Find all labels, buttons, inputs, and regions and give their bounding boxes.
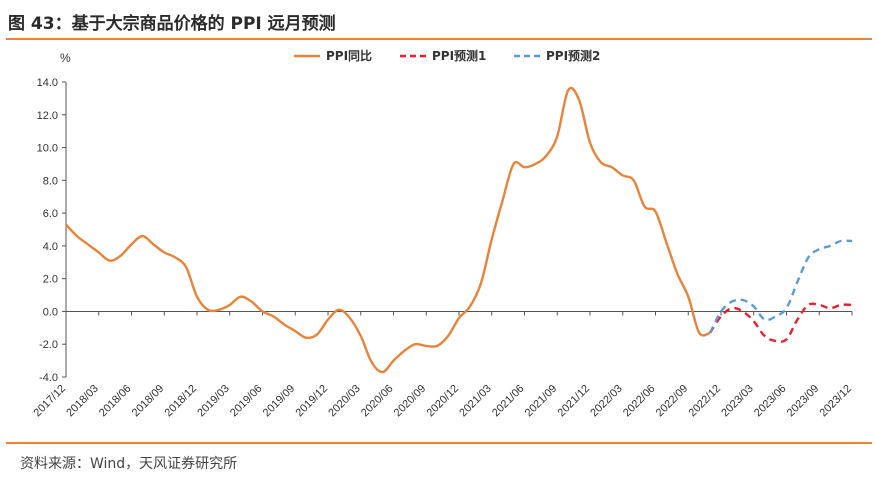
- figure-title: 图 43：基于大宗商品价格的 PPI 远月预测: [8, 14, 336, 34]
- x-tick-label: 2021/03: [457, 383, 494, 420]
- x-tick-label: 2019/12: [294, 383, 331, 420]
- x-tick-label: 2019/09: [261, 383, 298, 420]
- y-tick-label: 12.0: [37, 110, 58, 122]
- y-tick-label: 0.0: [43, 306, 58, 318]
- x-tick-label: 2018/09: [130, 383, 167, 420]
- x-tick-label: 2022/12: [687, 383, 724, 420]
- x-tick-label: 2017/12: [32, 383, 69, 420]
- y-axis-unit: %: [60, 51, 71, 65]
- y-tick-label: 4.0: [43, 241, 58, 253]
- series-line-2: [709, 302, 853, 343]
- x-tick-label: 2023/03: [719, 383, 756, 420]
- x-tick-label: 2022/09: [654, 383, 691, 420]
- x-tick-label: 2022/06: [621, 383, 658, 420]
- x-tick-label: 2020/03: [326, 383, 363, 420]
- x-tick-label: 2021/06: [490, 383, 527, 420]
- legend: PPI同比 PPI预测1 PPI预测2: [294, 48, 600, 63]
- y-axis: %14.0 12.0 10.0 8.0 6.0 4.0 2.0 0.0 -2.0 -4.0: [37, 51, 71, 384]
- series-line-3: [709, 239, 853, 334]
- ppi-line-chart: %14.0 12.0 10.0 8.0 6.0 4.0 2.0 0.0 -2.0 -4.0 201…: [32, 48, 855, 420]
- x-tick-label: 2023/06: [752, 383, 789, 420]
- legend-label-1: PPI同比: [326, 48, 372, 63]
- source-note: 资料来源：Wind，天风证券研究所: [20, 456, 238, 472]
- x-tick-label: 2020/06: [359, 383, 396, 420]
- x-tick-label: 2023/09: [785, 383, 822, 420]
- x-tick-label: 2018/06: [97, 383, 134, 420]
- footer-divider: [6, 442, 872, 444]
- x-tick-label: 2023/12: [818, 383, 855, 420]
- x-axis: 2017/122018/032018/062018/092018/122019/…: [32, 310, 855, 420]
- y-tick-label: 6.0: [43, 208, 58, 220]
- x-tick-label: 2021/12: [556, 383, 593, 420]
- y-tick-label: 8.0: [43, 175, 58, 187]
- x-tick-label: 2020/12: [425, 383, 462, 420]
- series-lines: [65, 86, 853, 374]
- x-tick-label: 2020/09: [392, 383, 429, 420]
- title-divider: [6, 38, 872, 40]
- y-tick-label: -4.0: [39, 372, 58, 384]
- x-tick-label: 2019/03: [195, 383, 232, 420]
- x-tick-label: 2021/09: [523, 383, 560, 420]
- y-tick-label: -2.0: [39, 339, 58, 351]
- y-tick-label: 14.0: [37, 77, 58, 89]
- legend-label-2: PPI预测1: [432, 48, 486, 63]
- y-tick-label: 10.0: [37, 143, 58, 155]
- series-line-1: [65, 86, 711, 374]
- x-tick-label: 2019/06: [228, 383, 265, 420]
- x-tick-label: 2022/03: [588, 383, 625, 420]
- x-tick-label: 2018/12: [163, 383, 200, 420]
- x-tick-label: 2018/03: [64, 383, 101, 420]
- legend-label-3: PPI预测2: [546, 48, 600, 63]
- y-tick-label: 2.0: [43, 274, 58, 286]
